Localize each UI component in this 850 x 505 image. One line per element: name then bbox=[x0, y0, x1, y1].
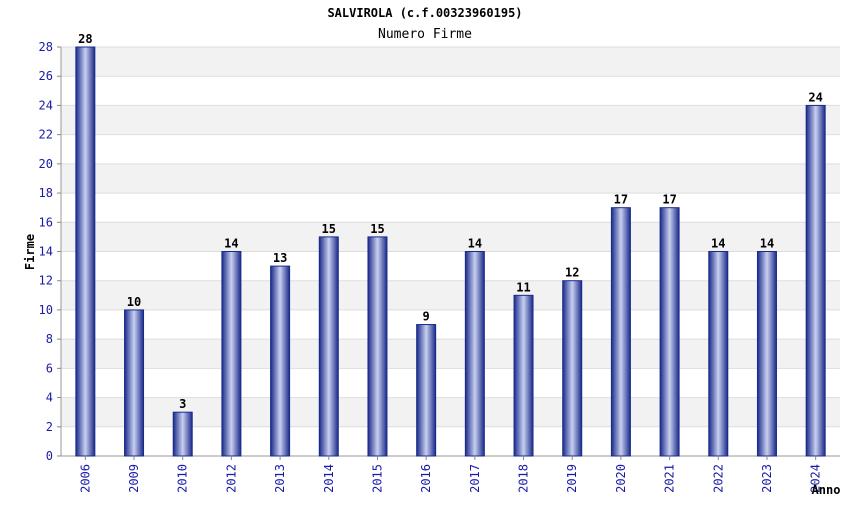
x-tick-label: 2014 bbox=[322, 464, 336, 493]
x-tick-label: 2023 bbox=[760, 464, 774, 493]
data-label: 13 bbox=[273, 251, 287, 265]
data-labels: 28 10 3 14 13 15 15 9 14 11 12 17 17 14 14 24 bbox=[78, 32, 823, 411]
bar bbox=[708, 251, 729, 457]
y-tick-label: 24 bbox=[39, 98, 53, 112]
y-tick-label: 8 bbox=[46, 332, 53, 346]
data-label: 24 bbox=[808, 90, 822, 104]
y-tick-label: 18 bbox=[39, 186, 53, 200]
grid-band bbox=[61, 193, 840, 223]
bar bbox=[756, 251, 777, 457]
x-tick-label: 2006 bbox=[78, 464, 92, 493]
x-tick-label: 2019 bbox=[565, 464, 579, 493]
bar bbox=[464, 251, 485, 457]
data-label: 14 bbox=[468, 237, 482, 251]
y-tick-label: 22 bbox=[39, 128, 53, 142]
data-label: 14 bbox=[711, 237, 725, 251]
bar bbox=[513, 294, 534, 457]
grid-band bbox=[61, 76, 840, 106]
x-tick-label: 2016 bbox=[419, 464, 433, 493]
y-tick-label: 14 bbox=[39, 245, 53, 259]
data-label: 15 bbox=[370, 222, 384, 236]
bar bbox=[659, 207, 680, 457]
data-label: 17 bbox=[662, 193, 676, 207]
bar bbox=[75, 46, 96, 457]
x-tick-label: 2013 bbox=[273, 464, 287, 493]
bars bbox=[75, 46, 826, 457]
bar bbox=[124, 309, 145, 457]
x-tick-label: 2021 bbox=[663, 464, 677, 493]
y-tick-label: 16 bbox=[39, 215, 53, 229]
y-tick-label: 10 bbox=[39, 303, 53, 317]
bar bbox=[610, 207, 631, 457]
chart-title: SALVIROLA (c.f.00323960195) bbox=[327, 6, 522, 20]
data-label: 3 bbox=[179, 397, 186, 411]
y-axis-label: Firme bbox=[23, 234, 37, 270]
bar bbox=[416, 324, 437, 457]
bar bbox=[367, 236, 388, 457]
x-tick-label: 2010 bbox=[176, 464, 190, 493]
bar bbox=[562, 280, 583, 457]
grid-band bbox=[61, 163, 840, 194]
data-label: 11 bbox=[516, 280, 530, 294]
x-tick-label: 2017 bbox=[468, 464, 482, 493]
x-tick-label: 2022 bbox=[711, 464, 725, 493]
bar bbox=[221, 251, 242, 457]
data-label: 12 bbox=[565, 266, 579, 280]
x-tick-label: 2024 bbox=[809, 464, 823, 493]
data-label: 14 bbox=[224, 237, 238, 251]
grid-band bbox=[61, 222, 840, 252]
y-tick-label: 6 bbox=[46, 361, 53, 375]
y-tick-label: 4 bbox=[46, 391, 53, 405]
x-ticks: 2006 2009 2010 2012 2013 2014 2015 2016 2017 2018… bbox=[78, 456, 823, 493]
grid-band bbox=[61, 105, 840, 135]
y-tick-label: 12 bbox=[39, 274, 53, 288]
bar bbox=[270, 265, 291, 457]
grid-band bbox=[61, 134, 840, 164]
x-tick-label: 2012 bbox=[224, 464, 238, 493]
y-tick-label: 28 bbox=[39, 40, 53, 54]
data-label: 17 bbox=[614, 193, 628, 207]
data-label: 14 bbox=[760, 237, 774, 251]
x-tick-label: 2018 bbox=[517, 464, 531, 493]
x-axis-label: Anno bbox=[812, 483, 841, 497]
y-tick-label: 26 bbox=[39, 69, 53, 83]
y-tick-label: 20 bbox=[39, 157, 53, 171]
y-tick-label: 2 bbox=[46, 420, 53, 434]
x-tick-label: 2015 bbox=[370, 464, 384, 493]
bar bbox=[318, 236, 339, 457]
bar bbox=[805, 104, 826, 457]
data-label: 15 bbox=[322, 222, 336, 236]
data-label: 28 bbox=[78, 32, 92, 46]
bar bbox=[172, 411, 193, 457]
chart-subtitle: Numero Firme bbox=[378, 27, 472, 42]
data-label: 10 bbox=[127, 295, 141, 309]
grid-band bbox=[61, 47, 840, 77]
y-tick-label: 0 bbox=[46, 449, 53, 463]
x-tick-label: 2009 bbox=[127, 464, 141, 493]
data-label: 9 bbox=[423, 310, 430, 324]
x-tick-label: 2020 bbox=[614, 464, 628, 493]
